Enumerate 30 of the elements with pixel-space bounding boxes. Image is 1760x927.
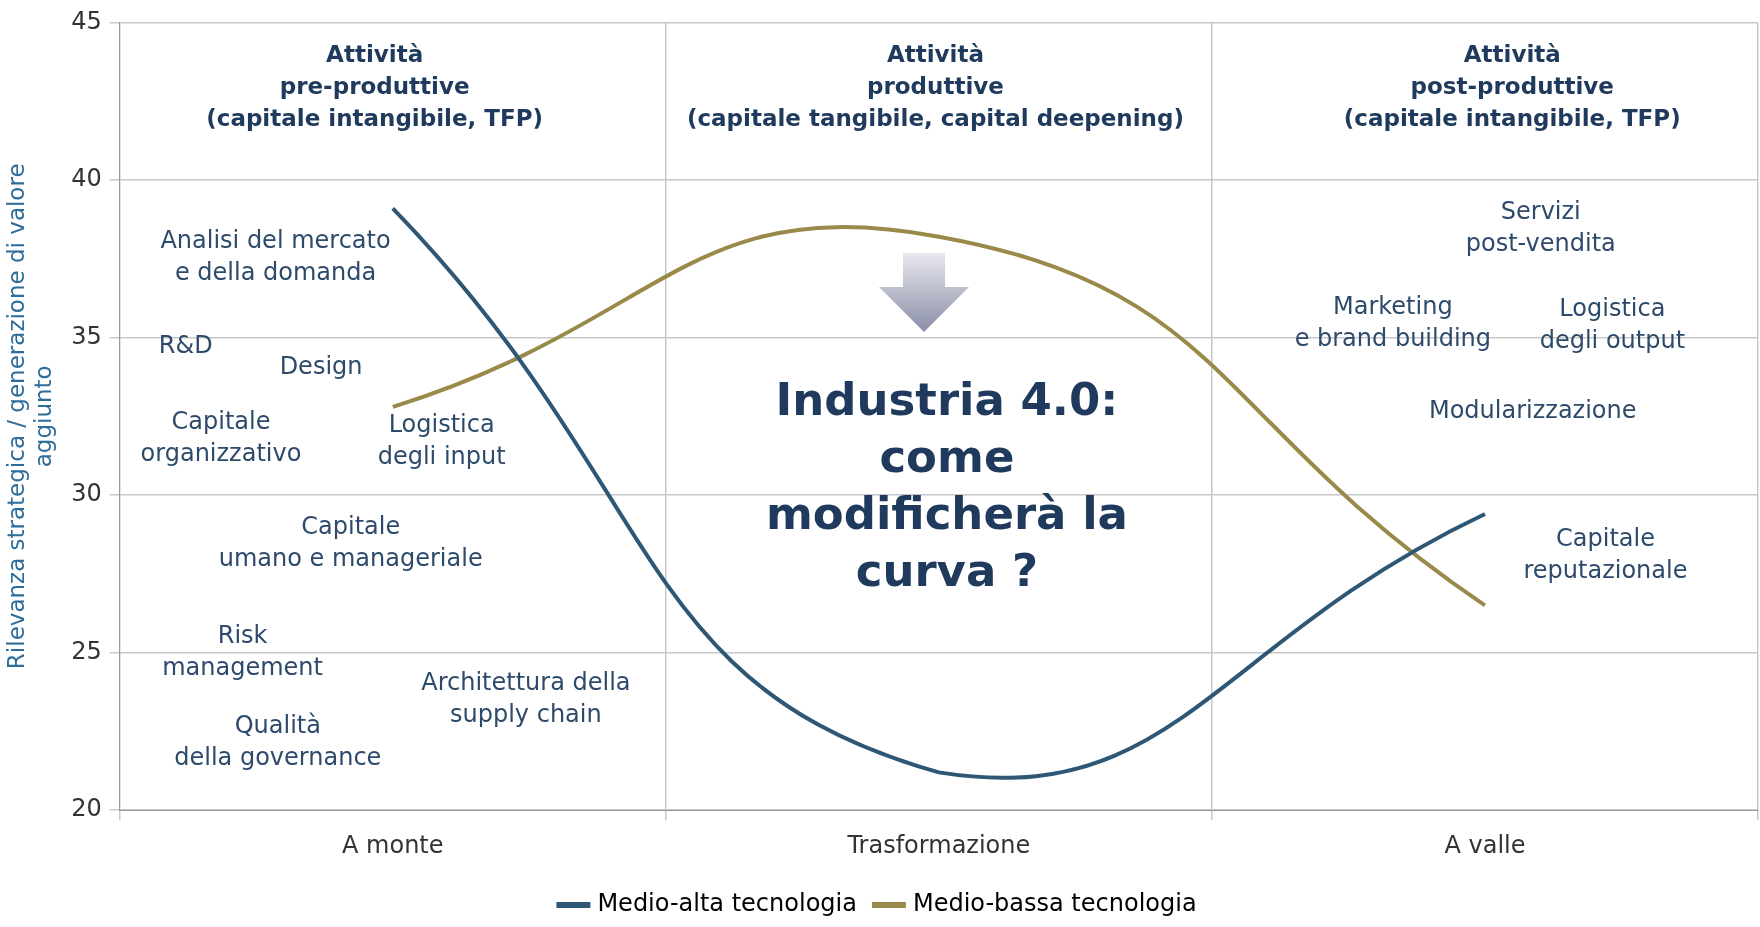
annotation: Capitale reputazionale: [1523, 523, 1688, 584]
x-tick-label: Trasformazione: [846, 830, 1031, 859]
annotation: Attività produttive (capitale tangibile, capital deepening): [686, 40, 1184, 131]
legend-label: Medio-alta tecnologia: [597, 889, 857, 918]
y-tick-label: 35: [71, 321, 102, 350]
annotation: Logistica degli input: [377, 409, 506, 470]
y-tick-label: 25: [71, 636, 102, 665]
annotation: Risk management: [162, 620, 323, 681]
annotation: Design: [279, 352, 363, 381]
legend-label: Medio-bassa tecnologia: [912, 889, 1197, 918]
annotation: Qualità della governance: [174, 710, 382, 771]
y-tick-label: 30: [71, 479, 102, 508]
y-tick-label: 20: [71, 794, 102, 823]
x-tick-label: A monte: [342, 830, 444, 859]
y-tick-label: 40: [71, 164, 102, 193]
annotation: Capitale umano e manageriale: [218, 512, 483, 573]
annotation: Industria 4.0: come modificherà la curva ?: [765, 372, 1128, 597]
annotation: Marketing e brand building: [1294, 291, 1492, 352]
annotation: Analisi del mercato e della domanda: [160, 225, 391, 286]
y-tick-label: 45: [71, 6, 102, 35]
x-tick-label: A valle: [1444, 830, 1526, 859]
annotation: Servizi post-vendita: [1465, 196, 1616, 257]
annotation: Attività pre-produttive (capitale intangibile, TFP): [206, 40, 544, 131]
annotation: R&D: [158, 331, 213, 360]
annotation: Architettura della supply chain: [421, 667, 631, 728]
annotation: Capitale organizzativo: [140, 407, 302, 468]
annotation: Modularizzazione: [1428, 396, 1637, 425]
y-axis-title: Rilevanza strategica / generazione di valore aggiunto: [2, 163, 57, 670]
annotation: Attività post-produttive (capitale intangibile, TFP): [1343, 40, 1681, 131]
annotation: Logistica degli output: [1539, 294, 1686, 355]
